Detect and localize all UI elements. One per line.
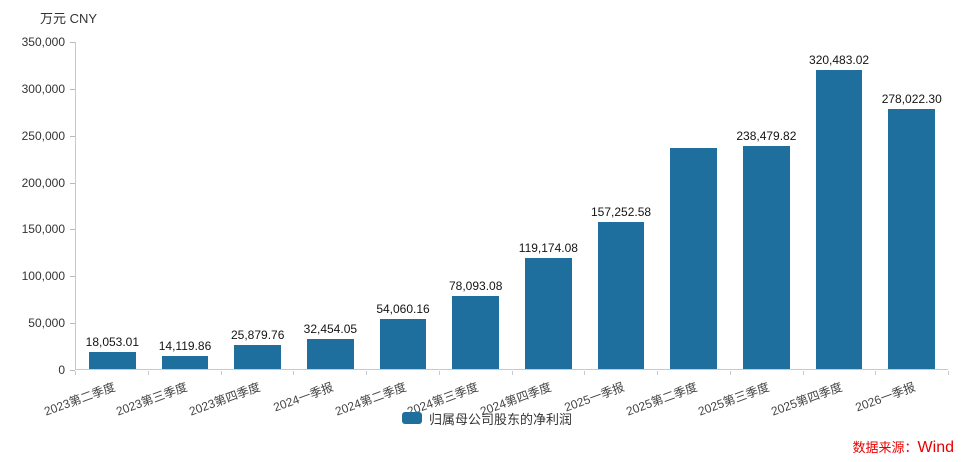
- bar-slot: [657, 42, 730, 369]
- bar-slot: 119,174.08: [512, 42, 585, 369]
- y-tick-mark: [70, 370, 75, 371]
- y-tick-label: 150,000: [21, 222, 65, 237]
- y-tick-label: 300,000: [21, 81, 65, 96]
- bar-slot: 157,252.58: [585, 42, 658, 369]
- bar-2025第三季度[interactable]: [743, 146, 790, 369]
- bar-2026一季报[interactable]: [888, 109, 935, 369]
- bar-slot: 32,454.05: [294, 42, 367, 369]
- y-tick-label: 250,000: [21, 128, 65, 143]
- x-tick-mark: [293, 371, 295, 375]
- bar-value-label: 278,022.30: [881, 92, 942, 107]
- data-source-note: 数据来源：Wind: [853, 437, 954, 457]
- y-tick-mark: [70, 182, 75, 184]
- bar-value-label: 119,174.08: [518, 240, 578, 255]
- x-tick-mark: [366, 371, 367, 375]
- data-source-prefix: 数据来源：: [852, 440, 918, 455]
- bar-value-label: 14,119.86: [158, 338, 212, 353]
- bar-slot: 18,053.01: [76, 42, 149, 369]
- bar-2024一季报[interactable]: [307, 338, 354, 369]
- x-axis: 2023第二季度 2023第三季度 2023第四季度 2024一季报 2024第二季度 2…: [42, 371, 949, 419]
- bar-2025第四季度[interactable]: [815, 69, 863, 369]
- bar-slot: 14,119.86: [149, 42, 222, 369]
- bar-slot: 238,479.82: [730, 42, 803, 369]
- y-tick-mark: [70, 229, 75, 231]
- bar-value-label: 32,454.05: [303, 321, 358, 336]
- x-tick-mark: [802, 371, 804, 375]
- y-tick-mark: [70, 135, 75, 137]
- bar-2025第二季度[interactable]: [670, 147, 717, 369]
- x-tick-mark: [729, 371, 731, 375]
- bar-slot: 278,022.30: [875, 42, 948, 369]
- y-tick-label: 350,000: [21, 35, 65, 49]
- bar-value-label: 320,483.02: [809, 52, 870, 67]
- y-tick-mark: [70, 276, 75, 278]
- legend: 归属母公司股东的净利润: [0, 408, 974, 428]
- bar-slot: 54,060.16: [367, 42, 440, 369]
- bar-value-label: 54,060.16: [376, 301, 430, 316]
- bar-2025一季报[interactable]: [597, 222, 645, 369]
- data-source-brand: Wind: [917, 439, 954, 456]
- bar-2023第四季度[interactable]: [234, 344, 281, 369]
- x-tick-mark: [511, 371, 513, 375]
- bar-2023第二季度[interactable]: [89, 352, 136, 369]
- x-tick-mark: [220, 371, 222, 375]
- y-tick-label: 200,000: [21, 175, 65, 190]
- legend-label: 归属母公司股东的净利润: [428, 411, 572, 427]
- bar-2023第三季度[interactable]: [161, 355, 209, 369]
- bar-value-label: 238,479.82: [736, 129, 797, 144]
- bar-slot: 78,093.08: [439, 42, 512, 369]
- y-tick-mark: [70, 323, 75, 325]
- y-tick-label: 100,000: [21, 269, 65, 284]
- x-tick-mark: [75, 371, 76, 375]
- bar-value-label: 18,053.01: [85, 335, 140, 350]
- legend-item-net-profit[interactable]: 归属母公司股东的净利润: [401, 409, 572, 428]
- x-tick-mark: [948, 371, 949, 375]
- x-tick-mark: [657, 371, 658, 375]
- x-tick-mark: [438, 371, 440, 375]
- bar-value-label: 78,093.08: [449, 279, 503, 294]
- bar-slot: 25,879.76: [221, 42, 294, 369]
- bar-2024第四季度[interactable]: [525, 257, 572, 369]
- bars-layer: 18,053.01 14,119.86 25,879.76 32,454.05 54,0…: [76, 42, 948, 369]
- x-tick-mark: [147, 371, 149, 375]
- y-tick-mark: [70, 42, 75, 43]
- y-axis: 0 50,000 100,000 150,000 200,000 250,000 300,0…: [0, 35, 75, 377]
- legend-marker: [401, 412, 422, 424]
- bar-value-label: 25,879.76: [230, 327, 285, 342]
- bar-2024第二季度[interactable]: [379, 318, 427, 369]
- y-tick-label: 50,000: [28, 316, 65, 331]
- x-tick-mark: [875, 371, 877, 375]
- plot-area: 18,053.01 14,119.86 25,879.76 32,454.05 54,0…: [75, 42, 948, 370]
- x-tick-mark: [584, 371, 586, 375]
- y-axis-unit-label: 万元 CNY: [40, 11, 98, 26]
- bar-2024第三季度[interactable]: [452, 296, 499, 369]
- y-tick-label: 0: [58, 363, 65, 377]
- bar-slot: 320,483.02: [803, 42, 876, 369]
- bar-value-label: 157,252.58: [591, 205, 652, 220]
- y-tick-mark: [70, 88, 75, 90]
